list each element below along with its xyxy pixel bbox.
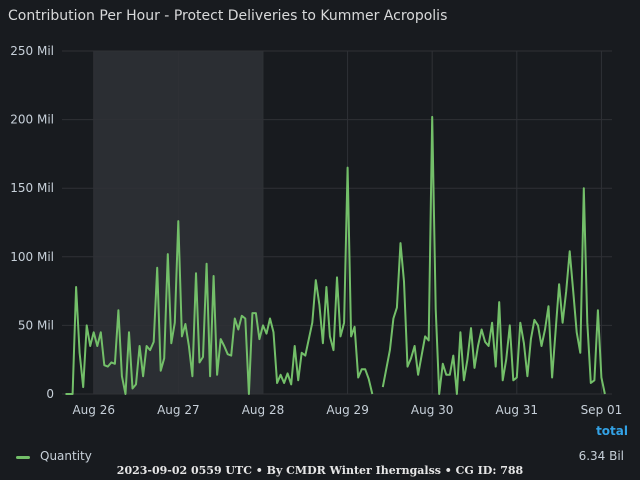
x-tick-label: Aug 30 — [411, 403, 454, 417]
y-tick-label: 250 Mil — [10, 44, 54, 58]
series-line-quantity — [381, 115, 606, 395]
x-tick-label: Aug 28 — [242, 403, 285, 417]
panel-title: Contribution Per Hour - Protect Deliveri… — [8, 8, 448, 24]
y-axis: 0 50 Mil 100 Mil 150 Mil 200 Mil 250 Mil — [10, 44, 54, 401]
grid-lines — [62, 50, 612, 395]
series-line-quantity — [65, 166, 374, 395]
legend-label: Quantity — [40, 449, 92, 463]
x-tick-label: Sep 01 — [581, 403, 623, 417]
x-tick-label: Aug 31 — [496, 403, 539, 417]
x-axis: Aug 26 Aug 27 Aug 28 Aug 29 Aug 30 Aug 31 Sep … — [72, 403, 622, 417]
y-tick-label: 200 Mil — [10, 113, 54, 127]
legend-item-quantity[interactable]: Quantity 6.34 Bil — [16, 449, 624, 465]
legend-total-value: 6.34 Bil — [578, 449, 624, 463]
legend-total-header[interactable]: total — [596, 424, 628, 438]
footer-credit: 2023-09-02 0559 UTC • By CMDR Winter Ihe… — [116, 464, 524, 477]
y-tick-label: 50 Mil — [18, 318, 54, 332]
x-tick-label: Aug 26 — [72, 403, 115, 417]
series-layer — [65, 115, 606, 395]
legend-swatch — [16, 456, 30, 459]
y-tick-label: 150 Mil — [10, 181, 54, 195]
y-tick-label: 0 — [46, 387, 54, 401]
y-tick-label: 100 Mil — [10, 250, 54, 264]
x-tick-label: Aug 29 — [326, 403, 369, 417]
line-chart[interactable]: 0 50 Mil 100 Mil 150 Mil 200 Mil 250 Mil Aug … — [0, 0, 640, 424]
x-tick-label: Aug 27 — [157, 403, 200, 417]
